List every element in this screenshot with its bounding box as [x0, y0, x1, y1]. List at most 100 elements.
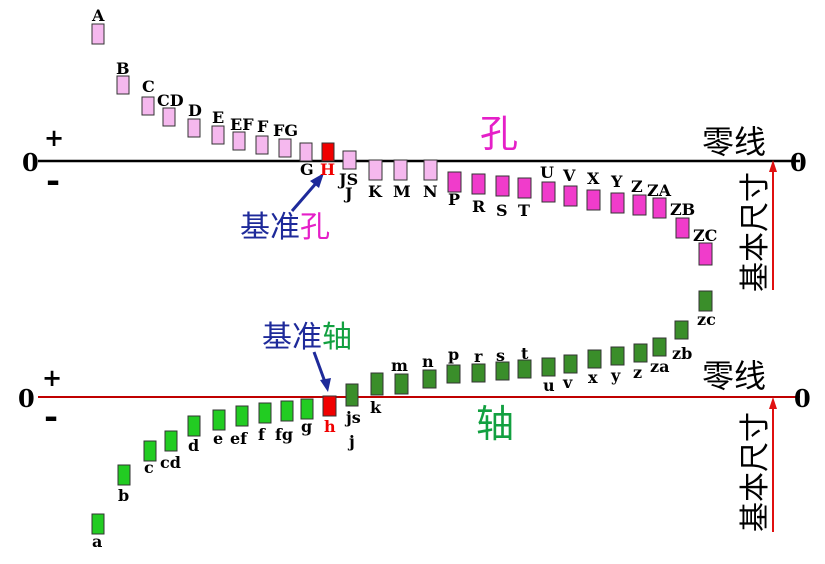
hole-zone-label-p: P: [448, 190, 460, 209]
shaft-zone-zc: [698, 290, 713, 312]
shaft-basic-size-label: 基本尺寸: [738, 412, 773, 532]
hole-zone-b: [116, 75, 130, 95]
shaft-title: 轴: [476, 402, 514, 446]
shaft-zone-label-c: c: [144, 458, 154, 477]
hole-zone-v: [563, 185, 578, 207]
hole-zone-k: [368, 159, 383, 181]
hole-zone-label-m: M: [393, 182, 411, 201]
shaft-zone-label-v: v: [562, 373, 573, 392]
hole-zone-m: [393, 159, 408, 181]
hole-zone-label-k: K: [368, 182, 383, 201]
shaft-zone-t: [517, 359, 532, 379]
shaft-zone-label-za: za: [650, 357, 669, 376]
hole-zone-label-t: T: [518, 201, 530, 220]
shaft-zone-label-d: d: [188, 436, 199, 455]
shaft-zone-label-e: e: [213, 429, 223, 448]
shaft-zone-x: [587, 349, 602, 369]
shaft-zone-label-x: x: [588, 368, 598, 387]
shaft-zone-r: [471, 363, 486, 383]
hole-zone-label-ef: EF: [230, 115, 254, 134]
hole-zone-label-r: R: [472, 197, 486, 216]
hole-zone-s: [495, 175, 510, 197]
shaft-zone-label-n: n: [422, 352, 434, 371]
shaft-zone-label-fg: fg: [275, 425, 293, 444]
hole-zone-ef: [232, 131, 246, 151]
hole-zone-cd: [162, 107, 176, 127]
shaft-zone-ef: [235, 405, 249, 427]
shaft-zone-z: [633, 343, 648, 363]
hole-zone-label-h: H: [320, 160, 335, 179]
hole-zone-a: [91, 23, 105, 45]
shaft-zone-k: [370, 372, 384, 396]
shaft-zone-label-r: r: [474, 347, 483, 366]
hole-zone-label-v: V: [562, 166, 576, 185]
reference-shaft-label: 基准轴: [262, 320, 352, 355]
shaft-zone-b: [117, 464, 131, 486]
reference-shaft-label-prefix: 基准: [262, 320, 322, 355]
hole-zone-e: [211, 125, 225, 145]
shaft-zone-y: [610, 346, 625, 366]
hole-zone-label-n: N: [423, 182, 438, 201]
hole-plus-sign: +: [44, 123, 64, 152]
hole-zone-g: [299, 142, 313, 162]
hole-zone-f: [255, 135, 269, 155]
hole-zone-label-c: C: [142, 77, 155, 96]
shaft-zone-label-zc: zc: [697, 310, 716, 329]
shaft-zone-label-g: g: [301, 417, 312, 436]
hole-title: 孔: [480, 112, 518, 156]
shaft-zero-left: 0: [18, 384, 35, 413]
hole-zone-zb: [675, 217, 690, 239]
shaft-zone-e: [212, 409, 226, 431]
shaft-zone-u: [541, 357, 556, 377]
reference-hole-label: 基准孔: [240, 210, 330, 245]
hole-zone-r: [471, 173, 486, 195]
shaft-zone-label-js: js: [344, 408, 361, 427]
reference-hole-arrow: [290, 180, 320, 212]
hole-basic-size-label: 基本尺寸: [738, 172, 773, 292]
shaft-zone-n: [422, 369, 437, 389]
shaft-zone-label-ef: ef: [230, 429, 248, 448]
shaft-zone-label-j: j: [347, 432, 355, 451]
shaft-zone-label-a: a: [92, 532, 102, 551]
shaft-zone-cd: [164, 430, 178, 452]
hole-zero-left: 0: [22, 148, 39, 177]
shaft-zone-label-b: b: [118, 486, 129, 505]
hole-zone-label-x: X: [587, 169, 600, 188]
hole-zone-x: [586, 189, 601, 211]
shaft-zero-right: 0: [794, 384, 811, 413]
shaft-zone-label-f: f: [258, 425, 266, 444]
hole-zone-label-s: S: [496, 201, 508, 220]
shaft-zone-label-z: z: [633, 363, 642, 382]
shaft-basic-size-arrowhead: [769, 397, 777, 409]
hole-minus-sign: -: [46, 161, 60, 201]
hole-zone-y: [610, 192, 625, 214]
shaft-zone-zb: [674, 320, 689, 340]
hole-zone-label-u: U: [540, 163, 554, 182]
shaft-zone-label-cd: cd: [160, 453, 181, 472]
hole-zone-n: [423, 159, 438, 181]
hole-zone-h: [321, 142, 335, 162]
shaft-zone-c: [143, 440, 157, 462]
shaft-zone-f: [258, 402, 272, 424]
hole-zone-c: [141, 96, 155, 116]
shaft-zone-d: [187, 415, 201, 437]
hole-zone-t: [517, 177, 532, 199]
shaft-zone-label-t: t: [521, 344, 529, 363]
shaft-zone-v: [563, 354, 578, 374]
hole-zone-fg: [278, 138, 292, 158]
hole-zone-label-d: D: [188, 101, 202, 120]
hole-basic-size-arrowhead: [769, 160, 777, 172]
shaft-minus-sign: -: [44, 397, 58, 437]
hole-zone-label-zc: ZC: [693, 226, 717, 245]
reference-shaft-arrow: [312, 351, 327, 383]
reference-hole-label-suffix: 孔: [300, 210, 330, 245]
hole-zone-label-zb: ZB: [670, 200, 695, 219]
hole-zone-label-z: Z: [631, 177, 643, 196]
shaft-section: 0 0 + - 轴 零线 基本尺寸 基准轴 a bc cdd e ef f fg g h js jk…: [18, 290, 811, 551]
hole-zone-label-f: F: [257, 117, 269, 136]
shaft-zone-label-y: y: [610, 366, 621, 385]
shaft-zone-label-u: u: [543, 376, 555, 395]
